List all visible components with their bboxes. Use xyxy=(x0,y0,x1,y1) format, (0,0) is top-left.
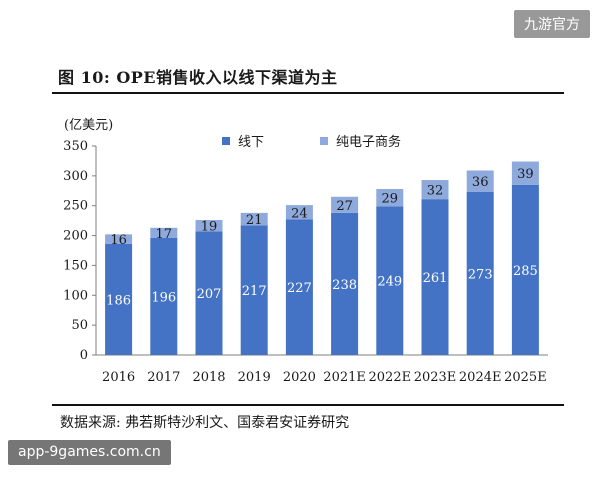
unit-label: (亿美元) xyxy=(64,118,114,133)
x-tick-label: 2016 xyxy=(102,370,135,385)
y-tick-label: 300 xyxy=(63,169,88,184)
bar-ecommerce xyxy=(105,234,133,244)
figure-title: 图 10: OPE销售收入以线下渠道为主 xyxy=(58,68,338,87)
y-tick-label: 350 xyxy=(63,139,88,154)
y-tick-label: 50 xyxy=(71,318,88,333)
bar-offline xyxy=(150,237,178,355)
data-label-offline: 186 xyxy=(106,293,131,308)
data-label-offline: 249 xyxy=(377,275,402,290)
bar-offline xyxy=(240,225,268,355)
data-label-ecommerce: 27 xyxy=(336,199,353,214)
bar-offline xyxy=(105,243,133,355)
data-label-ecommerce: 21 xyxy=(246,213,263,228)
data-label-offline: 261 xyxy=(423,271,448,286)
bar-offline xyxy=(421,199,449,355)
data-label-ecommerce: 24 xyxy=(291,206,308,221)
data-label-offline: 227 xyxy=(287,281,312,296)
title-rule xyxy=(52,92,564,94)
bar-offline xyxy=(376,206,404,355)
x-tick-label: 2020 xyxy=(283,370,316,385)
watermark-top: 九游官方 xyxy=(514,10,590,38)
data-label-ecommerce: 17 xyxy=(156,227,173,242)
x-tick-label: 2024E xyxy=(459,370,502,385)
x-tick-label: 2018 xyxy=(192,370,225,385)
x-tick-label: 2017 xyxy=(147,370,180,385)
data-label-offline: 217 xyxy=(242,284,267,299)
bar-offline xyxy=(466,191,494,355)
bar-ecommerce xyxy=(150,227,178,238)
y-tick-label: 0 xyxy=(80,348,88,363)
data-label-ecommerce: 19 xyxy=(201,220,218,235)
legend-item-ecommerce: 纯电子商务 xyxy=(320,131,401,150)
legend-swatch-ecommerce xyxy=(320,136,329,145)
watermark-bottom: app-9games.com.cn xyxy=(8,440,171,465)
data-label-offline: 196 xyxy=(151,290,176,305)
data-label-ecommerce: 16 xyxy=(110,233,127,248)
x-tick-label: 2022E xyxy=(369,370,412,385)
bar-ecommerce xyxy=(421,180,449,200)
bar-ecommerce xyxy=(511,161,539,185)
data-label-offline: 207 xyxy=(197,287,222,302)
chart-legend: 线下 纯电子商务 xyxy=(222,131,401,150)
data-label-ecommerce: 39 xyxy=(517,167,534,182)
bar-ecommerce xyxy=(195,220,223,232)
bar-ecommerce xyxy=(285,205,313,220)
y-tick-label: 200 xyxy=(63,229,88,244)
bar-offline xyxy=(331,212,359,355)
x-tick-label: 2019 xyxy=(238,370,271,385)
x-tick-label: 2021E xyxy=(323,370,366,385)
bar-offline xyxy=(195,231,223,355)
bar-ecommerce xyxy=(331,196,359,213)
data-label-offline: 273 xyxy=(468,267,493,282)
stacked-bar-chart: 0 50 100 150 200 250 300 350 186 16 2016 196 17 2017 2… xyxy=(63,139,548,385)
x-tick-label: 2025E xyxy=(504,370,547,385)
y-tick-label: 150 xyxy=(63,258,88,273)
data-label-offline: 285 xyxy=(513,264,538,279)
bar-ecommerce xyxy=(466,170,494,192)
data-label-ecommerce: 36 xyxy=(472,175,489,190)
legend-label-offline: 线下 xyxy=(238,135,265,150)
source-rule xyxy=(52,404,564,406)
bar-ecommerce xyxy=(376,188,404,207)
bar-ecommerce xyxy=(240,212,268,226)
bar-offline xyxy=(511,184,539,355)
x-tick-label: 2023E xyxy=(414,370,457,385)
legend-item-offline: 线下 xyxy=(222,131,264,150)
source-note: 数据来源: 弗若斯特沙利文、国泰君安证券研究 xyxy=(60,415,350,431)
legend-label-ecommerce: 纯电子商务 xyxy=(336,135,402,150)
data-label-offline: 238 xyxy=(332,278,357,293)
data-label-ecommerce: 32 xyxy=(427,184,444,199)
y-tick-label: 250 xyxy=(63,199,88,214)
legend-swatch-offline xyxy=(222,136,230,145)
y-tick-label: 100 xyxy=(63,288,88,303)
data-label-ecommerce: 29 xyxy=(382,192,399,207)
bar-offline xyxy=(285,219,313,355)
